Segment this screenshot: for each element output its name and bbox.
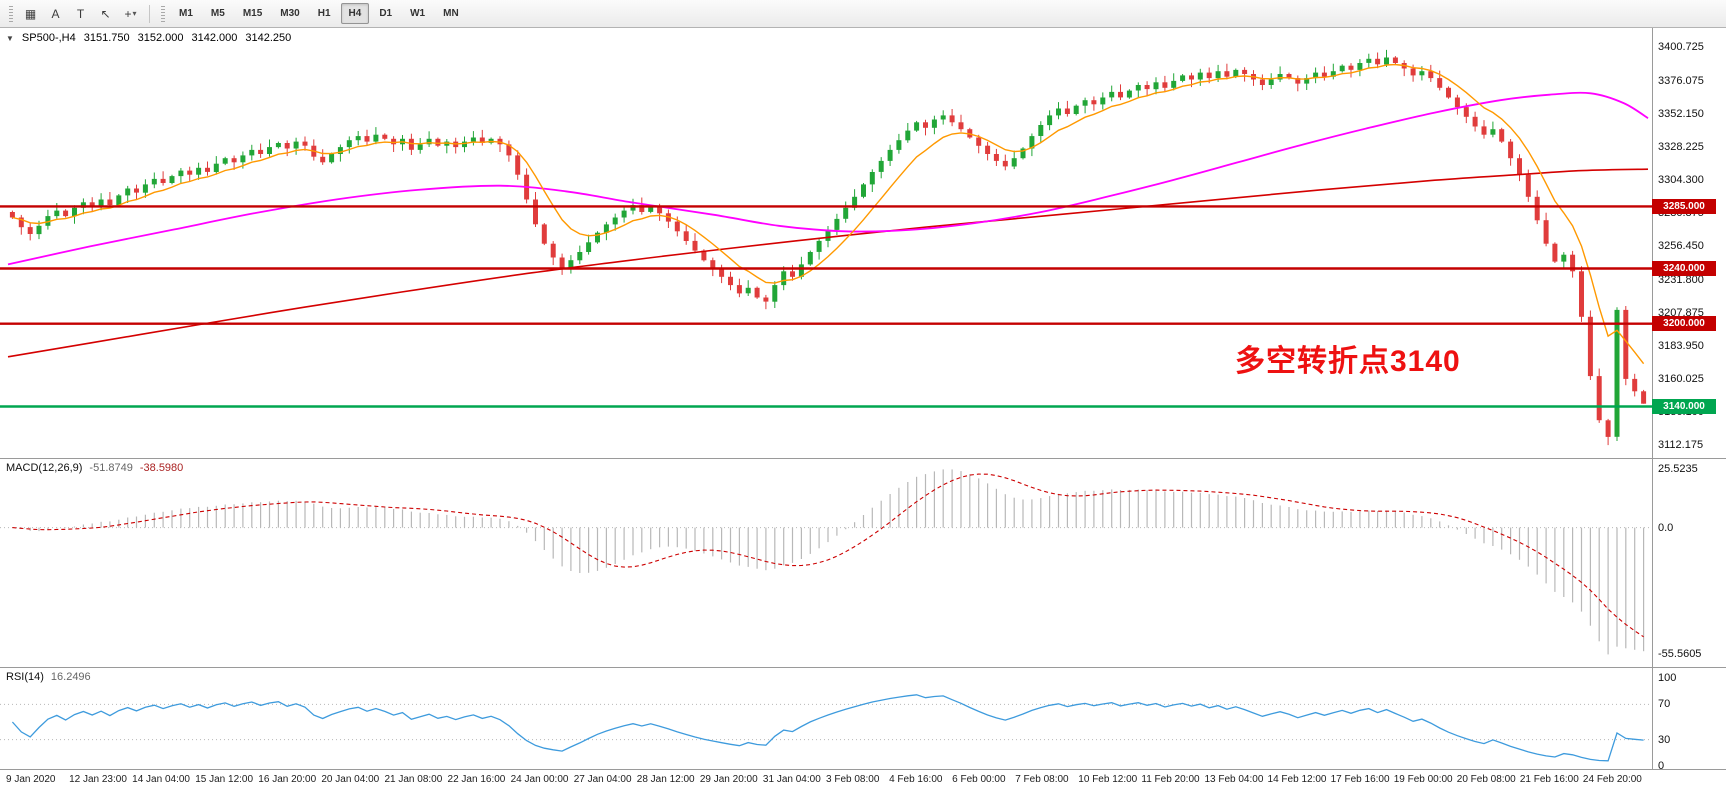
cursor-tool-button[interactable]: ↖ [100,6,111,21]
symbol-timeframe-label: SP500-,H4 [21,32,76,44]
timeframe-button-h1[interactable]: H1 [317,8,331,19]
chart-annotation-text: 多空转折点3140 [1235,345,1461,378]
toolbar-drag-handle[interactable] [9,5,13,22]
price-open: 3151.750 [83,32,130,44]
ma-slow-line [7,168,1649,358]
price-axis[interactable] [1653,28,1726,769]
macd-histogram [20,469,1645,655]
grid-tool-button[interactable]: ▦ [24,6,37,21]
toolbar-tools: ▦ A T ↖ + ▾ [18,3,143,25]
price-close: 3142.250 [245,32,292,44]
annotate-t-tool-button[interactable]: T [76,6,85,21]
timeframe-buttons: M1 M5 M15 M30 H1 H4 D1 W1 MN [170,3,468,24]
chevron-down-icon: ▾ [132,9,137,18]
rsi-value: 16.2496 [50,671,91,683]
toolbar-drag-handle[interactable] [161,5,165,22]
toolbar-separator [149,4,150,23]
timeframe-button-m15[interactable]: M15 [242,8,263,19]
ma-mid-line [7,91,1649,266]
price-high: 3152.000 [137,32,184,44]
timeframe-button-mn[interactable]: MN [443,8,459,19]
macd-signal-value: -38.5980 [139,462,184,474]
rsi-line [11,694,1644,762]
timeframe-button-d1[interactable]: D1 [379,8,393,19]
time-axis[interactable] [0,770,1652,793]
rsi-name: RSI(14) [6,671,44,683]
rsi-indicator-label: RSI(14) 16.2496 [6,671,91,683]
timeframe-button-m1[interactable]: M1 [179,8,193,19]
macd-signal-line [12,473,1644,638]
macd-name: MACD(12,26,9) [6,462,83,474]
timeframe-button-m30[interactable]: M30 [280,8,300,19]
macd-value: -51.8749 [89,462,133,474]
macd-indicator-label: MACD(12,26,9) -51.8749 -38.5980 [6,462,183,474]
timeframe-button-w1[interactable]: W1 [410,8,426,19]
timeframe-button-m5[interactable]: M5 [210,8,225,19]
annotate-a-tool-button[interactable]: A [51,6,60,21]
chart-title: ▼ SP500-,H4 3151.750 3152.000 3142.000 3… [6,32,291,44]
ma-fast-line [12,63,1645,365]
crosshair-tool-button[interactable]: + ▾ [124,6,137,21]
timeframe-button-h4[interactable]: H4 [340,3,370,24]
collapse-chart-icon[interactable]: ▼ [6,33,14,43]
price-low: 3142.000 [191,32,238,44]
candles-layer [9,49,1647,446]
main-toolbar: ▦ A T ↖ + ▾ M1 M5 M15 M30 H1 H4 D1 W1 MN [0,0,1726,28]
